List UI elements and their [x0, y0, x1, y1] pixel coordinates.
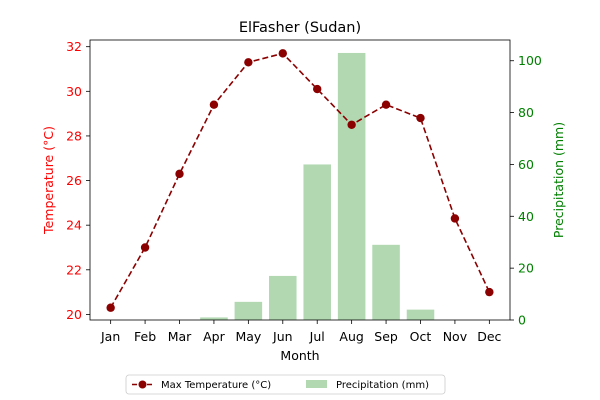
temperature-point-feb: [140, 243, 150, 252]
temperature-point-dec: [485, 287, 494, 297]
temperature-line: [109, 52, 491, 309]
chart-title: ElFasher (Sudan): [239, 20, 361, 36]
y-axis-right-label: Precipitation (mm): [551, 122, 566, 238]
precipitation-bar-aug: [337, 52, 366, 321]
y-right-tick-label: 60: [518, 157, 534, 172]
y-left-tick-label: 20: [66, 307, 82, 322]
temperature-point-may: [244, 58, 253, 67]
x-tick-label: Jun: [272, 329, 293, 344]
y-left-tick-label: 24: [66, 218, 82, 233]
precipitation-bar-sep: [372, 244, 400, 320]
temperature-point-jun: [278, 49, 287, 58]
precipitation-bar-may: [234, 301, 263, 320]
legend: Max Temperature (°C) Precipitation (mm): [125, 374, 446, 395]
temperature-point-apr: [209, 100, 219, 109]
y-right-tick-label: 20: [518, 261, 534, 276]
temperature-series: [106, 49, 494, 312]
temperature-point-jan: [106, 303, 115, 312]
x-axis: Jan Feb Mar Apr May Jun Jul Aug Sep Oct Nov Dec: [100, 320, 502, 344]
y-axis-right: 0 20 40 60 80 100: [510, 53, 542, 328]
legend-temperature-swatch-marker: [138, 380, 147, 389]
y-left-tick-label: 26: [66, 173, 82, 188]
x-tick-label: May: [235, 329, 261, 344]
x-tick-label: Nov: [443, 329, 468, 344]
precipitation-bar-apr: [200, 317, 228, 320]
x-tick-label: Aug: [339, 329, 363, 344]
x-axis-label: Month: [280, 348, 319, 363]
legend-temperature-label: Max Temperature (°C): [161, 380, 271, 391]
legend-precipitation-label: Precipitation (mm): [336, 380, 429, 391]
temperature-point-oct: [416, 113, 425, 123]
x-tick-label: Apr: [203, 329, 225, 344]
precipitation-bar-jun: [269, 275, 297, 320]
y-right-tick-label: 80: [518, 105, 534, 120]
temperature-point-nov: [450, 214, 460, 223]
y-left-tick-label: 30: [66, 84, 82, 99]
y-left-tick-label: 22: [66, 262, 82, 277]
x-tick-label: Sep: [374, 329, 398, 344]
temperature-point-sep: [381, 100, 391, 109]
precipitation-bar-oct: [406, 309, 435, 320]
y-left-tick-label: 28: [66, 128, 82, 143]
y-axis-left-label: Temperature (°C): [41, 126, 56, 235]
y-right-tick-label: 40: [518, 209, 534, 224]
temperature-point-jul: [313, 84, 322, 94]
y-axis-left: 20 22 24 26 28 30 32: [66, 39, 90, 322]
x-tick-label: Oct: [410, 329, 432, 344]
x-tick-label: Mar: [168, 329, 192, 344]
precipitation-bar-jul: [303, 164, 331, 320]
x-tick-label: Feb: [134, 329, 156, 344]
precipitation-bars: [200, 52, 435, 321]
y-right-tick-label: 100: [518, 53, 542, 68]
temperature-point-mar: [175, 169, 184, 179]
temperature-point-aug: [347, 120, 356, 129]
y-right-tick-label: 0: [518, 313, 526, 328]
legend-precipitation-swatch: [306, 380, 327, 388]
x-tick-label: Jul: [309, 329, 325, 344]
y-left-tick-label: 32: [66, 39, 82, 54]
legend-frame: [125, 374, 446, 395]
plot-frame: [89, 39, 511, 321]
x-tick-label: Jan: [100, 329, 120, 344]
x-tick-label: Dec: [477, 329, 501, 344]
